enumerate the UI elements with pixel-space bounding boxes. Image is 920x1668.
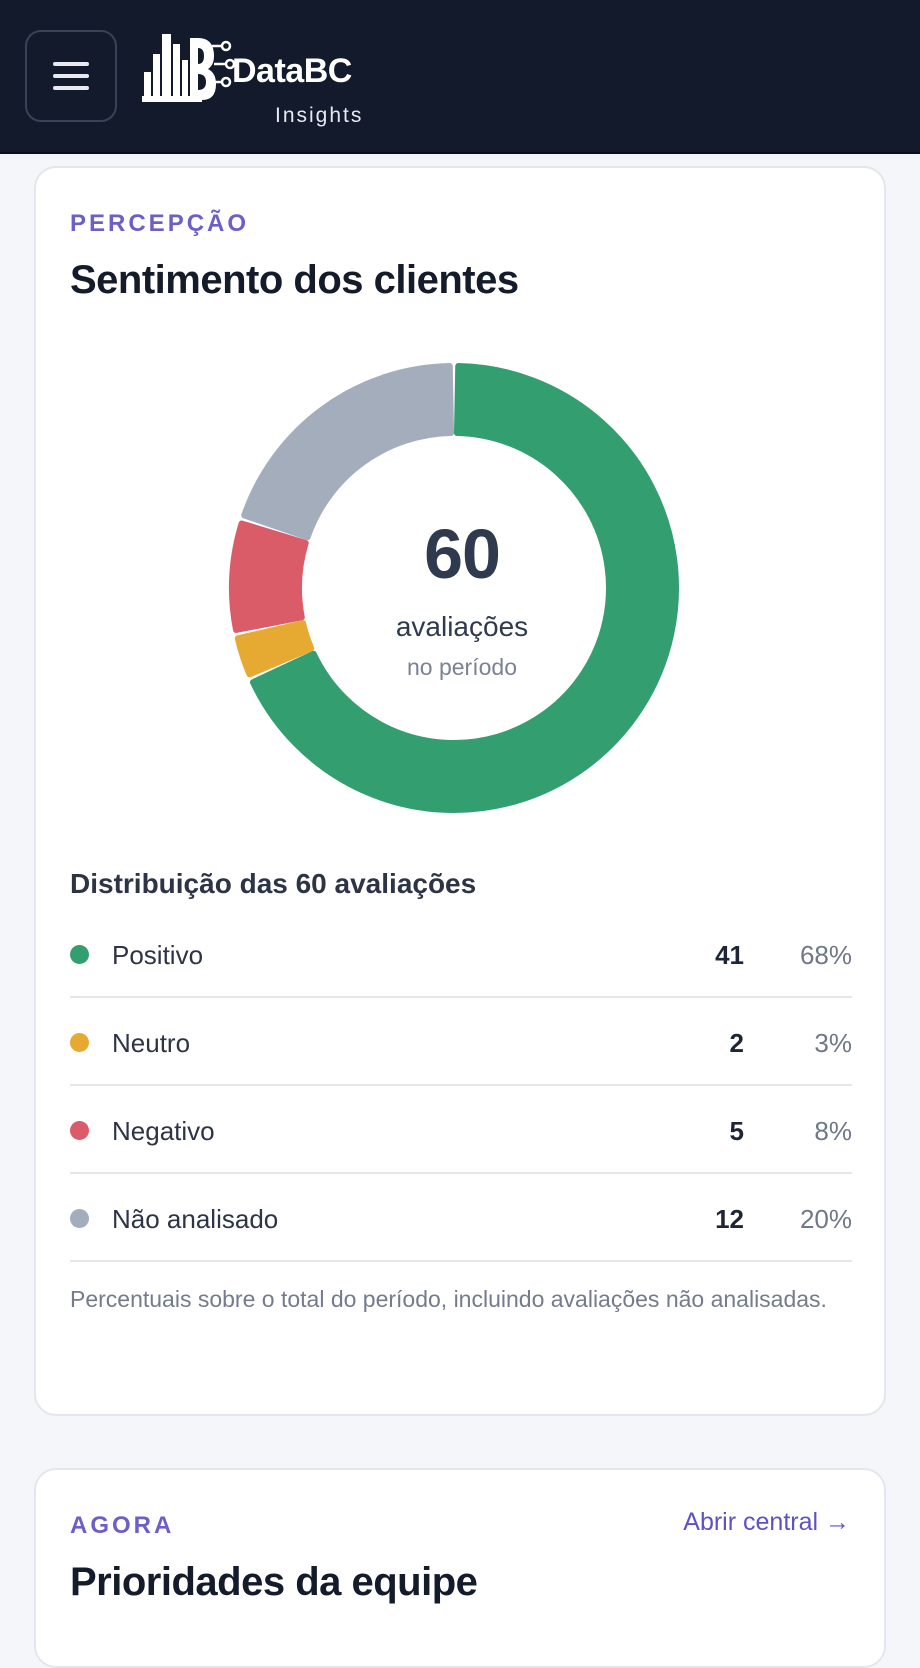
total-reviews-value: 60	[424, 515, 501, 593]
row-count: 5	[729, 1116, 744, 1146]
section-eyebrow: PERCEPÇÃO	[70, 210, 250, 237]
donut-slice-negativo[interactable]	[229, 520, 309, 633]
hamburger-line	[53, 74, 89, 78]
row-percent: 3%	[814, 1028, 852, 1058]
positivo-dot-icon	[70, 945, 89, 964]
priorities-card: AGORA Abrir central → Prioridades da equ…	[34, 1468, 886, 1668]
card-title: Prioridades da equipe	[70, 1560, 478, 1604]
hamburger-line	[53, 86, 89, 90]
donut-slice-neutro[interactable]	[234, 620, 315, 678]
donut-slice-positivo[interactable]	[249, 363, 679, 813]
databc-logo-icon[interactable]	[142, 24, 382, 134]
brand-subtitle: Insights	[275, 104, 364, 127]
row-percent: 20%	[799, 1204, 852, 1234]
distribution-row-positivo: Positivo 41 68%	[70, 910, 852, 998]
row-label: Negativo	[112, 1116, 215, 1146]
brand-name: DataBC	[232, 52, 352, 90]
row-label: Neutro	[112, 1028, 191, 1058]
sentiment-donut-chart	[229, 363, 679, 813]
donut-slice-n-o-analisado[interactable]	[241, 363, 455, 541]
row-percent: 68%	[799, 940, 852, 970]
card-title: Sentimento dos clientes	[70, 258, 519, 302]
neutro-dot-icon	[70, 1033, 89, 1052]
open-center-link[interactable]: Abrir central →	[683, 1508, 850, 1536]
percent-footnote: Percentuais sobre o total do período, in…	[70, 1286, 827, 1312]
row-percent: 8%	[814, 1116, 852, 1146]
distribution-title: Distribuição das 60 avaliações	[70, 868, 477, 899]
nao-analisado-dot-icon	[70, 1209, 89, 1228]
menu-button[interactable]	[25, 30, 117, 122]
total-reviews-label: avaliações	[395, 611, 529, 642]
hamburger-line	[53, 62, 89, 66]
row-label: Não analisado	[112, 1204, 279, 1234]
negativo-dot-icon	[70, 1121, 89, 1140]
row-count: 12	[715, 1204, 744, 1234]
row-count: 2	[729, 1028, 744, 1058]
distribution-row-negativo: Negativo 5 8%	[70, 1086, 852, 1174]
section-eyebrow: AGORA	[70, 1512, 175, 1539]
row-count: 41	[715, 940, 744, 970]
sentiment-card: PERCEPÇÃO Sentimento dos clientes 60 ava…	[34, 166, 886, 1416]
total-reviews-sub: no período	[407, 654, 517, 680]
row-label: Positivo	[112, 940, 204, 970]
app-header: DataBC Insights	[0, 0, 920, 154]
distribution-row-neutro: Neutro 2 3%	[70, 998, 852, 1086]
distribution-row-nao-analisado: Não analisado 12 20%	[70, 1174, 852, 1262]
